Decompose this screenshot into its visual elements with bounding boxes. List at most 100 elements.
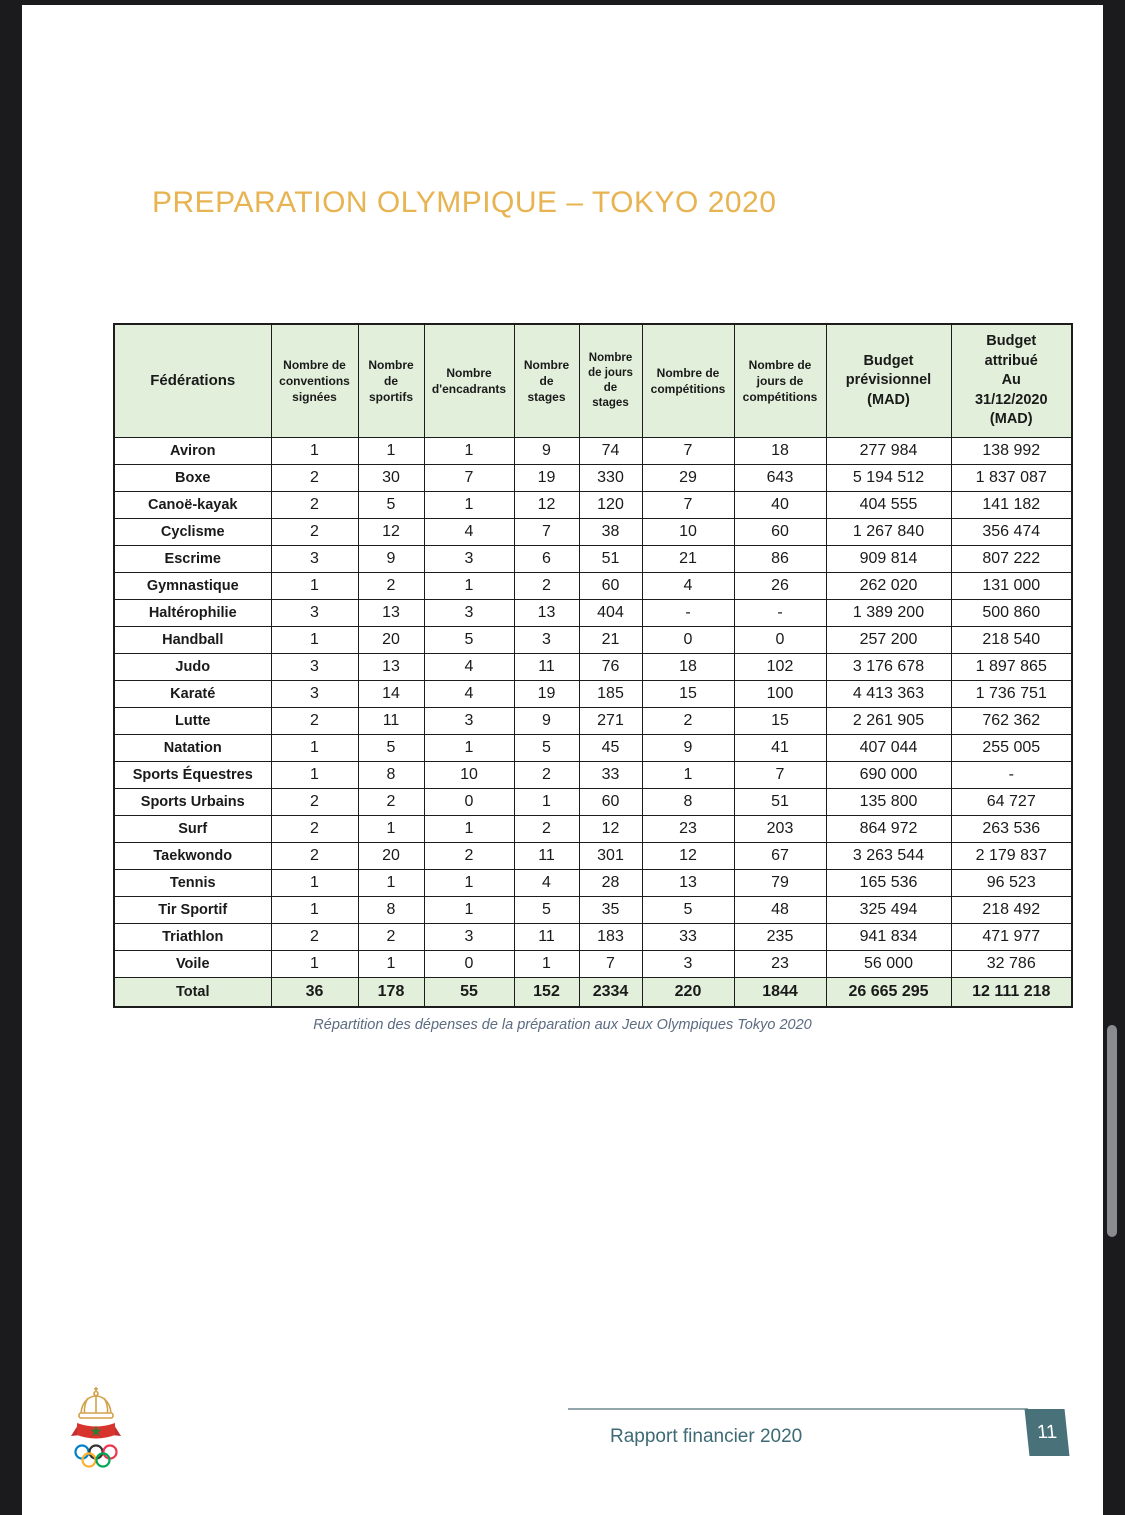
table-row: Taekwondo 2 20 2 11 301 12 67 3 263 544 2 179 837 bbox=[113, 842, 1073, 870]
value-cell: 11 bbox=[513, 923, 580, 951]
federation-name-cell: Boxe bbox=[113, 464, 272, 492]
table-row: Triathlon 2 2 3 11 183 33 235 941 834 471 977 bbox=[113, 923, 1073, 951]
value-cell: 690 000 bbox=[825, 761, 952, 789]
value-cell: 138 992 bbox=[950, 437, 1073, 465]
column-header: Nombre de compétitions bbox=[641, 323, 735, 438]
value-cell: 7 bbox=[641, 491, 735, 519]
value-cell: 643 bbox=[733, 464, 827, 492]
value-cell: 51 bbox=[733, 788, 827, 816]
crown-icon bbox=[78, 1387, 114, 1419]
value-cell: 941 834 bbox=[825, 923, 952, 951]
value-cell: 203 bbox=[733, 815, 827, 843]
table-row: Boxe 2 30 7 19 330 29 643 5 194 512 1 837 087 bbox=[113, 464, 1073, 492]
value-cell: 2 bbox=[357, 572, 425, 600]
value-cell: 2 bbox=[270, 788, 359, 816]
value-cell: 7 bbox=[641, 437, 735, 465]
federation-name-cell: Haltérophilie bbox=[113, 599, 272, 627]
value-cell: 60 bbox=[578, 572, 643, 600]
value-cell: 15 bbox=[733, 707, 827, 735]
value-cell: 2 bbox=[270, 707, 359, 735]
value-cell: 0 bbox=[423, 788, 515, 816]
value-cell: 4 bbox=[513, 869, 580, 897]
federation-name-cell: Tir Sportif bbox=[113, 896, 272, 924]
federation-name-cell: Natation bbox=[113, 734, 272, 762]
value-cell: 1 bbox=[270, 896, 359, 924]
value-cell: 1 837 087 bbox=[950, 464, 1073, 492]
federation-name-cell: Voile bbox=[113, 950, 272, 978]
column-header: Budget attribué Au 31/12/2020 (MAD) bbox=[950, 323, 1073, 438]
value-cell: 79 bbox=[733, 869, 827, 897]
value-cell: 33 bbox=[641, 923, 735, 951]
value-cell: 1 bbox=[423, 869, 515, 897]
value-cell: 5 bbox=[357, 491, 425, 519]
value-cell: 76 bbox=[578, 653, 643, 681]
table-row: Voile 1 1 0 1 7 3 23 56 000 32 786 bbox=[113, 950, 1073, 978]
value-cell: 8 bbox=[641, 788, 735, 816]
value-cell: 2 bbox=[423, 842, 515, 870]
federation-name-cell: Cyclisme bbox=[113, 518, 272, 546]
value-cell: 1 bbox=[513, 788, 580, 816]
page-number-badge: 11 bbox=[1024, 1409, 1070, 1456]
value-cell: 9 bbox=[357, 545, 425, 573]
value-cell: 2 bbox=[357, 788, 425, 816]
value-cell: 2 bbox=[513, 815, 580, 843]
value-cell: 4 413 363 bbox=[825, 680, 952, 708]
value-cell: 45 bbox=[578, 734, 643, 762]
table-row: Handball 1 20 5 3 21 0 0 257 200 218 540 bbox=[113, 626, 1073, 654]
value-cell: 141 182 bbox=[950, 491, 1073, 519]
federation-name-cell: Aviron bbox=[113, 437, 272, 465]
table-row: Judo 3 13 4 11 76 18 102 3 176 678 1 897 865 bbox=[113, 653, 1073, 681]
value-cell: 3 bbox=[270, 680, 359, 708]
value-cell: 3 263 544 bbox=[825, 842, 952, 870]
value-cell: 10 bbox=[641, 518, 735, 546]
table-row: Aviron 1 1 1 9 74 7 18 277 984 138 992 bbox=[113, 437, 1073, 465]
value-cell: 1 bbox=[423, 491, 515, 519]
federation-name-cell: Triathlon bbox=[113, 923, 272, 951]
value-cell: 1 bbox=[641, 761, 735, 789]
value-cell: 271 bbox=[578, 707, 643, 735]
value-cell: 218 540 bbox=[950, 626, 1073, 654]
table-row: Karaté 3 14 4 19 185 15 100 4 413 363 1 736 751 bbox=[113, 680, 1073, 708]
value-cell: 32 786 bbox=[950, 950, 1073, 978]
federations-table: Fédérations Nombre de conventions signées… bbox=[113, 323, 1073, 1008]
value-cell: 178 bbox=[357, 977, 425, 1008]
value-cell: 7 bbox=[423, 464, 515, 492]
total-row: Total 36 178 55 152 2334 220 1844 26 665 295 12 1… bbox=[113, 977, 1073, 1008]
value-cell: 35 bbox=[578, 896, 643, 924]
value-cell: 21 bbox=[578, 626, 643, 654]
value-cell: 20 bbox=[357, 842, 425, 870]
document-page: PREPARATION OLYMPIQUE – TOKYO 2020 Fédér… bbox=[22, 5, 1103, 1515]
value-cell: 9 bbox=[513, 437, 580, 465]
value-cell: 74 bbox=[578, 437, 643, 465]
value-cell: 26 665 295 bbox=[825, 977, 952, 1008]
value-cell: 262 020 bbox=[825, 572, 952, 600]
value-cell: 471 977 bbox=[950, 923, 1073, 951]
value-cell: 9 bbox=[513, 707, 580, 735]
table-row: Canoë-kayak 2 5 1 12 120 7 40 404 555 141 182 bbox=[113, 491, 1073, 519]
value-cell: 1 bbox=[270, 761, 359, 789]
value-cell: 131 000 bbox=[950, 572, 1073, 600]
value-cell: 1 bbox=[357, 869, 425, 897]
value-cell: 1 bbox=[270, 572, 359, 600]
value-cell: 1 bbox=[270, 437, 359, 465]
value-cell: 23 bbox=[641, 815, 735, 843]
value-cell: 19 bbox=[513, 464, 580, 492]
value-cell: 7 bbox=[578, 950, 643, 978]
scrollbar-thumb[interactable] bbox=[1107, 1025, 1117, 1237]
value-cell: 3 bbox=[270, 545, 359, 573]
page-number: 11 bbox=[1035, 1421, 1058, 1443]
value-cell: 12 bbox=[357, 518, 425, 546]
value-cell: 5 bbox=[423, 626, 515, 654]
value-cell: 3 bbox=[641, 950, 735, 978]
value-cell: 10 bbox=[423, 761, 515, 789]
value-cell: 1 389 200 bbox=[825, 599, 952, 627]
table-row: Escrime 3 9 3 6 51 21 86 909 814 807 222 bbox=[113, 545, 1073, 573]
value-cell: 60 bbox=[578, 788, 643, 816]
value-cell: 3 bbox=[270, 653, 359, 681]
value-cell: 18 bbox=[641, 653, 735, 681]
value-cell: 255 005 bbox=[950, 734, 1073, 762]
value-cell: 12 bbox=[641, 842, 735, 870]
value-cell: 2 bbox=[270, 923, 359, 951]
federation-name-cell: Canoë-kayak bbox=[113, 491, 272, 519]
value-cell: 0 bbox=[641, 626, 735, 654]
